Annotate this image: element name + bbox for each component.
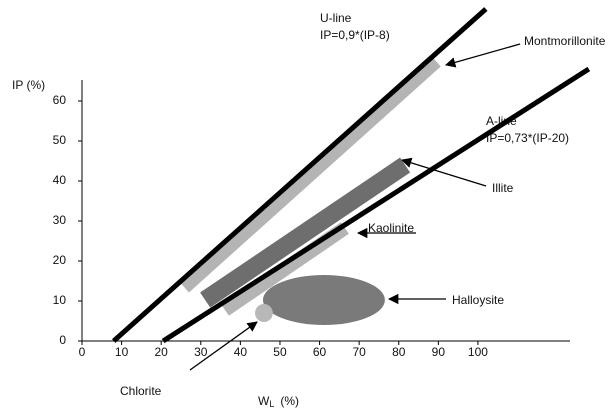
region-label: Halloysite [452, 293, 504, 307]
arrows [189, 43, 521, 371]
line-formula: IP=0,9*(IP-8) [320, 28, 390, 42]
line-formula: IP=0,73*(IP-20) [486, 131, 569, 145]
y-tick-label: 40 [53, 173, 67, 187]
x-tick-label: 0 [79, 345, 86, 359]
arrow [444, 43, 521, 68]
x-axis-label-sub: L [269, 399, 274, 409]
region-label: Chlorite [120, 384, 162, 398]
x-tick-label: 10 [115, 345, 129, 359]
x-tick-label: 60 [313, 345, 327, 359]
x-tick-label: 20 [155, 345, 169, 359]
y-tick-label: 50 [53, 133, 67, 147]
line-label: U-line [320, 11, 352, 25]
reference-line [112, 7, 488, 343]
y-axis-label: IP (%) [12, 78, 45, 92]
x-tick-label: 70 [352, 345, 366, 359]
x-axis-label: WL (%) [258, 394, 299, 409]
x-tick-label: 30 [194, 345, 208, 359]
arrow [189, 321, 258, 371]
band-label: Montmorillonite [524, 34, 606, 48]
x-axis-label-main: W [258, 394, 270, 408]
x-tick-label: 50 [273, 345, 287, 359]
band-label: Illite [492, 181, 514, 195]
y-tick-label: 20 [53, 253, 67, 267]
mineral-band [220, 222, 349, 316]
y-tick-label: 60 [53, 93, 67, 107]
y-tick-label: 30 [53, 213, 67, 227]
mineral-band [180, 57, 441, 293]
mineral-region [255, 304, 273, 322]
y-tick-label: 0 [59, 333, 66, 347]
arrow [401, 157, 487, 187]
mineral-band [200, 157, 411, 308]
reference-line [161, 66, 591, 344]
y-tick-label: 10 [53, 293, 67, 307]
x-tick-label: 100 [468, 345, 488, 359]
x-tick-label: 90 [432, 345, 446, 359]
band-label: Kaolinite [368, 221, 414, 235]
x-axis-label-unit: (%) [280, 394, 299, 408]
x-tick-label: 80 [392, 345, 406, 359]
x-tick-label: 40 [234, 345, 248, 359]
mineral-region [262, 275, 385, 325]
